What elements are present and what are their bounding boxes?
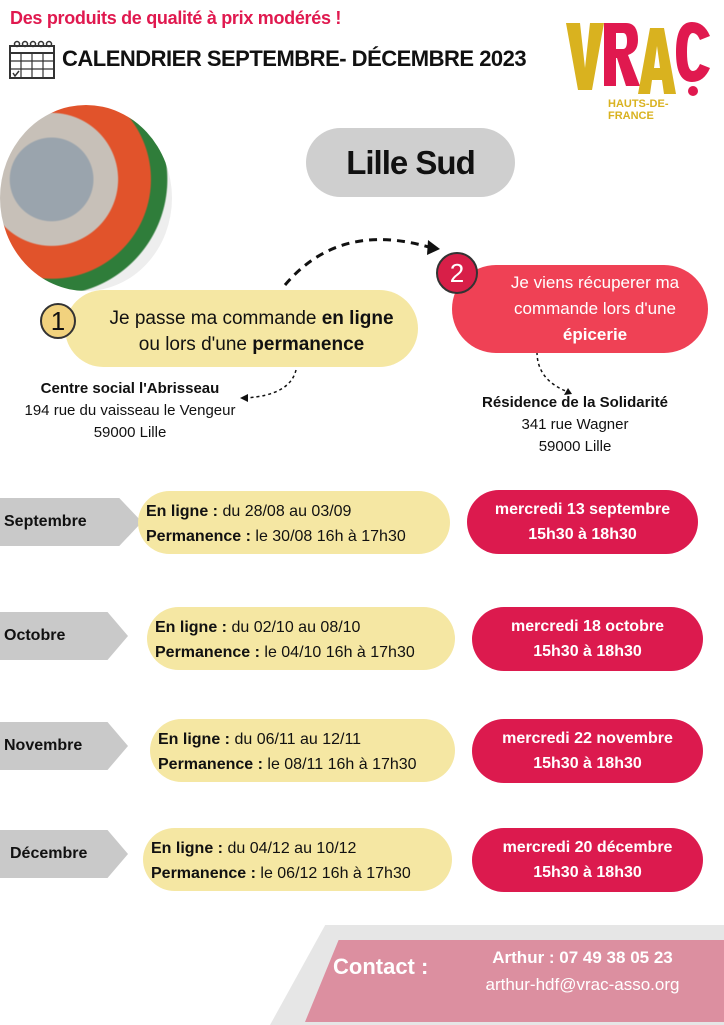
permanence-label: Permanence :	[146, 528, 251, 545]
address1-name: Centre social l'Abrisseau	[40, 380, 220, 397]
address1: Centre social l'Abrisseau 194 rue du vai…	[5, 378, 255, 444]
order-pill-september: En ligne : du 28/08 au 03/09 Permanence …	[138, 491, 450, 554]
step1-number: 1	[40, 303, 76, 339]
vrac-logo: HAUTS-DE-FRANCE	[566, 18, 712, 122]
vrac-logo-letters	[566, 22, 710, 96]
pickup-time: 15h30 à 18h30	[533, 643, 642, 660]
contact-label: Contact :	[333, 954, 429, 979]
pickup-pill-october: mercredi 18 octobre 15h30 à 18h30	[472, 607, 703, 671]
pickup-pill-december: mercredi 20 décembre 15h30 à 18h30	[472, 828, 703, 892]
permanence-label: Permanence :	[155, 644, 260, 661]
step2-pill: Je viens récuperer ma commande lors d'un…	[452, 265, 708, 353]
permanence-date: le 04/10 16h à 17h30	[259, 644, 415, 661]
contact-band	[305, 940, 724, 1022]
permanence-date: le 06/12 16h à 17h30	[255, 865, 411, 882]
order-pill-october: En ligne : du 02/10 au 08/10 Permanence …	[147, 607, 455, 670]
step1-pill: Je passe ma commande en ligne ou lors d'…	[65, 290, 418, 367]
online-dates: du 28/08 au 03/09	[218, 503, 352, 520]
pickup-time: 15h30 à 18h30	[528, 526, 637, 543]
online-label: En ligne :	[151, 840, 223, 857]
permanence-date: le 30/08 16h à 17h30	[250, 528, 406, 545]
logo-subtitle: HAUTS-DE-FRANCE	[608, 98, 669, 122]
product-photo	[0, 105, 172, 291]
month-label-september: Septembre	[0, 498, 142, 546]
month-label-december: Décembre	[0, 830, 128, 878]
address2: Résidence de la Solidarité 341 rue Wagne…	[470, 392, 680, 458]
permanence-date: le 08/11 16h à 17h30	[262, 756, 417, 773]
step1-text2: ou lors d'une	[138, 334, 253, 355]
address2-city: 59000 Lille	[538, 438, 612, 455]
online-dates: du 04/12 au 10/12	[223, 840, 357, 857]
step2-line2: commande lors d'une	[514, 299, 676, 318]
calendar-icon	[9, 40, 55, 79]
step1-text: Je passe ma commande	[109, 308, 322, 329]
address2-street: 341 rue Wagner	[521, 416, 629, 433]
online-label: En ligne :	[155, 619, 227, 636]
step2-line1: Je viens récuperer ma	[510, 273, 680, 292]
pickup-time: 15h30 à 18h30	[533, 755, 642, 772]
contact-email[interactable]: arthur-hdf@vrac-asso.org	[485, 975, 680, 994]
pickup-date: mercredi 18 octobre	[511, 618, 664, 635]
address2-name: Résidence de la Solidarité	[482, 394, 668, 411]
month-label-october: Octobre	[0, 612, 128, 660]
dashed-arrows	[240, 238, 572, 402]
location-title: Lille Sud	[306, 128, 515, 197]
permanence-label: Permanence :	[151, 865, 256, 882]
pickup-date: mercredi 22 novembre	[502, 730, 673, 747]
step2-number: 2	[436, 252, 478, 294]
online-label: En ligne :	[158, 731, 230, 748]
online-label: En ligne :	[146, 503, 218, 520]
step1-bold-online: en ligne	[321, 308, 394, 329]
permanence-label: Permanence :	[158, 756, 263, 773]
pickup-date: mercredi 20 décembre	[502, 839, 673, 856]
page-title: CALENDRIER SEPTEMBRE- DÉCEMBRE 2023	[62, 46, 527, 71]
online-dates: du 06/11 au 12/11	[230, 731, 362, 748]
order-pill-december: En ligne : du 04/12 au 10/12 Permanence …	[143, 828, 452, 891]
pickup-pill-november: mercredi 22 novembre 15h30 à 18h30	[472, 719, 703, 783]
address1-street: 194 rue du vaisseau le Vengeur	[24, 402, 236, 419]
step2-bold: épicerie	[562, 325, 628, 344]
address1-city: 59000 Lille	[93, 424, 167, 441]
contact-phone: Arthur : 07 49 38 05 23	[492, 948, 673, 967]
pickup-date: mercredi 13 septembre	[494, 501, 671, 518]
order-pill-november: En ligne : du 06/11 au 12/11 Permanence …	[150, 719, 455, 782]
tagline: Des produits de qualité à prix modérés !	[10, 8, 342, 28]
pickup-pill-september: mercredi 13 septembre 15h30 à 18h30	[467, 490, 698, 554]
month-label-november: Novembre	[0, 722, 128, 770]
online-dates: du 02/10 au 08/10	[227, 619, 361, 636]
step1-bold-permanence: permanence	[252, 334, 365, 355]
pickup-time: 15h30 à 18h30	[533, 864, 642, 881]
contact-info: Arthur : 07 49 38 05 23 arthur-hdf@vrac-…	[450, 944, 715, 998]
